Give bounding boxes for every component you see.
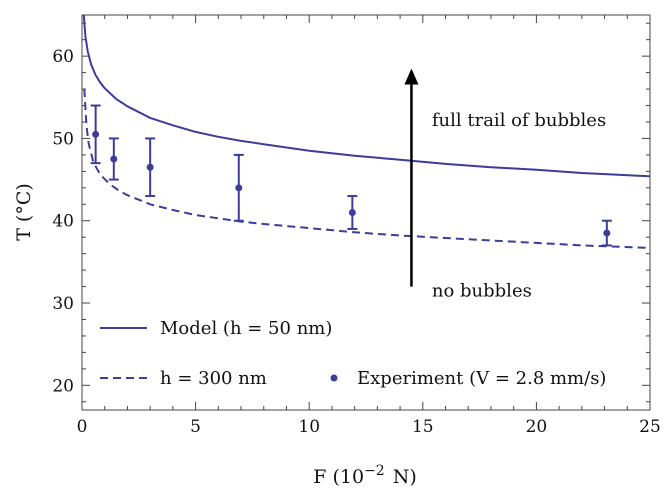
y-tick-label: 40 (52, 212, 74, 232)
experiment-point (146, 163, 154, 171)
x-axis-title-unit: N) (393, 466, 417, 488)
x-tick-label: 5 (190, 417, 201, 437)
model-h300-dashed-line (83, 89, 650, 249)
x-axis-title-exponent: −2 (364, 463, 385, 479)
y-tick-label: 30 (52, 294, 74, 314)
axis-ticks: 0 5 10 15 20 25 20 30 40 50 60 (52, 15, 661, 437)
plot-frame (81, 14, 651, 411)
y-tick-label: 20 (52, 376, 74, 396)
y-axis-title: T (°C) (13, 183, 35, 241)
experiment-point (92, 130, 100, 138)
experiment-point (603, 229, 611, 237)
model-h50-line (82, 15, 650, 178)
annotation-no-bubbles: no bubbles (432, 280, 532, 301)
x-tick-label: 20 (526, 417, 548, 437)
y-tick-label: 50 (52, 129, 74, 149)
experiment-point (235, 184, 243, 192)
x-tick-label: 0 (77, 417, 88, 437)
x-tick-label: 25 (639, 417, 661, 437)
legend-label-model: Model (h = 50 nm) (160, 318, 332, 339)
x-tick-label: 10 (298, 417, 320, 437)
legend-dot-swatch (330, 374, 338, 382)
legend-label-experiment: Experiment (V = 2.8 mm/s) (357, 368, 606, 389)
annotation-layer: full trail of bubbles no bubbles (432, 110, 606, 301)
x-axis-title: F (10−2 N) (313, 463, 417, 488)
legend: Model (h = 50 nm) h = 300 nm Experiment … (100, 318, 606, 389)
arrow-head (404, 68, 419, 85)
x-tick-label: 15 (412, 417, 434, 437)
legend-label-h300: h = 300 nm (160, 368, 267, 389)
y-tick-label: 60 (52, 47, 74, 67)
arrow-layer (404, 68, 419, 287)
series-layer (82, 15, 650, 249)
x-axis-title-main: F (10 (313, 466, 364, 488)
annotation-full-trail: full trail of bubbles (432, 110, 606, 131)
experiment-point (110, 155, 118, 163)
experiment-point (348, 209, 356, 216)
